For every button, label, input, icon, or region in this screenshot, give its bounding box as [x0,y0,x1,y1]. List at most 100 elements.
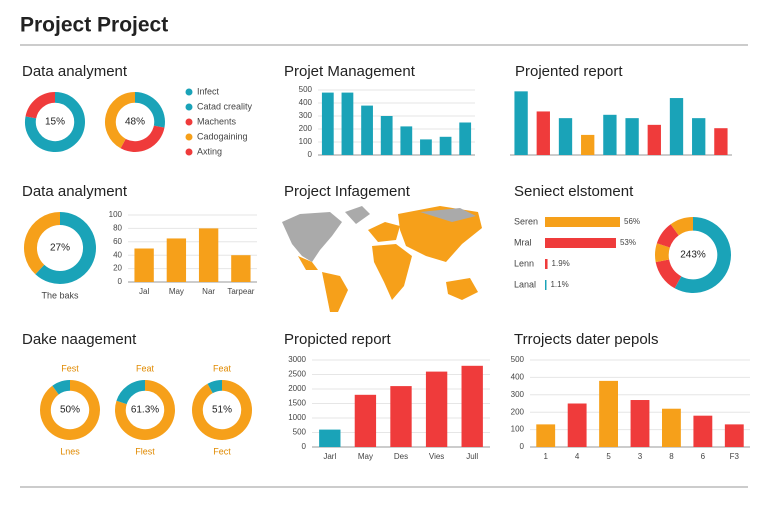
bar [545,280,547,290]
bar [514,91,528,155]
x-tick-label: Jal [139,287,149,296]
panel-title: Dake naagement [22,331,137,348]
legend-swatch [185,133,193,141]
donut-segment [655,243,670,263]
bar [669,98,684,155]
y-tick-label: 60 [113,237,122,246]
donut-segment [670,217,694,236]
y-tick-label: 2500 [288,370,306,379]
donut-segment [134,92,165,128]
row-label: Mral [514,237,532,247]
y-tick-label: 0 [302,442,307,451]
bar [625,118,639,155]
value-label: 1.1% [550,280,568,289]
donut-center: 61.3% [131,405,159,416]
y-tick-label: 200 [511,407,525,416]
bar [662,408,681,447]
y-tick-label: 200 [299,124,313,133]
bar [581,134,595,155]
x-tick-label: 1 [543,452,548,461]
y-tick-label: 100 [299,137,313,146]
y-tick-label: 3000 [288,355,306,364]
y-tick-label: 300 [299,111,313,120]
x-tick-label: Jarl [323,452,336,461]
bar [536,424,556,447]
value-label: 1.9% [552,259,570,268]
bar [425,371,448,447]
x-tick-label: Des [394,452,408,461]
bar [536,111,550,155]
bar [400,126,413,155]
donut-segment [115,380,175,440]
bar [567,403,587,447]
donut-segment [655,259,682,289]
bar [603,114,617,155]
donut-center: 15% [45,117,65,128]
x-tick-label: 5 [606,452,611,461]
bar [380,116,393,155]
x-tick-label: Vies [429,452,444,461]
x-tick-label: 8 [669,452,674,461]
donut-segment [25,92,56,119]
x-tick-label: Jull [466,452,478,461]
y-tick-label: 40 [113,250,122,259]
donut-top: Fest [61,363,79,373]
y-tick-label: 500 [293,428,307,437]
legend-label: Infect [197,86,220,96]
bar [420,139,432,155]
y-tick-label: 80 [113,224,122,233]
donut-bottom: Flest [135,446,155,456]
x-tick-label: Nar [202,287,215,296]
bar [630,400,650,447]
bar [134,248,154,282]
donut-segment [52,380,71,395]
donut-segment [116,380,146,405]
y-tick-label: 100 [109,210,123,219]
donut-top: Feat [213,363,232,373]
bar [558,118,573,155]
bar [459,122,472,155]
panel-title: Data analyment [22,63,128,80]
donut-segment [35,212,96,284]
legend-swatch [185,88,193,96]
y-tick-label: 500 [299,85,313,94]
bar [545,217,620,227]
panel-title: Data analyment [22,183,128,200]
bar [319,429,341,447]
y-tick-label: 0 [520,442,525,451]
y-tick-label: 1500 [288,399,306,408]
donut-bottom: Lnes [60,446,80,456]
bar [545,259,548,269]
x-tick-label: May [358,452,373,461]
y-tick-label: 400 [511,373,525,382]
bar [692,118,706,155]
donut-bottom: The baks [41,290,79,300]
page-title: Project Project [20,14,168,37]
panel-title: Project Infagement [284,183,411,200]
bar [166,238,187,282]
y-tick-label: 0 [308,150,313,159]
bar [599,380,618,447]
y-tick-label: 500 [511,355,525,364]
x-tick-label: May [169,287,184,296]
bar [361,105,373,155]
y-tick-label: 0 [118,277,123,286]
donut-segment [24,212,61,275]
donut-center: 50% [60,405,80,416]
bar [341,92,354,155]
bar [354,394,377,447]
x-tick-label: 6 [701,452,706,461]
donut-segment [40,380,100,440]
legend-swatch [185,148,193,156]
y-tick-label: 100 [511,425,525,434]
bar [231,255,251,282]
donut-top: Feat [136,363,155,373]
donut-center: 48% [125,117,145,128]
y-tick-label: 2000 [288,384,306,393]
y-tick-label: 300 [511,390,525,399]
legend-label: Catad creality [197,101,253,111]
row-label: Seren [514,216,538,226]
legend-label: Cadogaining [197,131,248,141]
bar [714,128,728,155]
